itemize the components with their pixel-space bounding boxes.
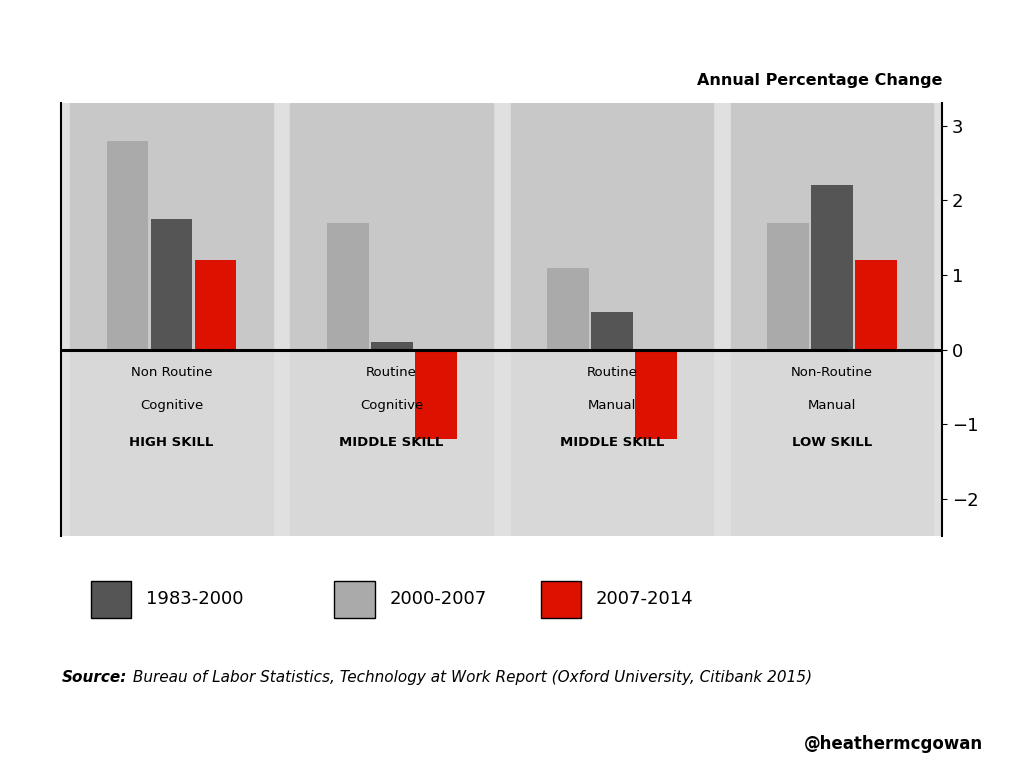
Bar: [327, 223, 369, 349]
Text: Source:: Source:: [61, 670, 127, 686]
Bar: [635, 349, 677, 439]
Bar: [195, 260, 237, 349]
Text: HIGH SKILL: HIGH SKILL: [129, 437, 214, 450]
Bar: [291, 103, 493, 349]
Bar: [511, 103, 713, 349]
Bar: [151, 219, 193, 349]
Bar: [767, 223, 809, 349]
Bar: [731, 349, 933, 536]
Text: MIDDLE SKILL: MIDDLE SKILL: [340, 437, 443, 450]
Bar: [731, 103, 933, 349]
Text: 1983-2000: 1983-2000: [146, 591, 244, 608]
Text: Cognitive: Cognitive: [360, 399, 423, 412]
Text: @heathermcgowan: @heathermcgowan: [804, 735, 983, 753]
Text: Non Routine: Non Routine: [131, 365, 212, 378]
FancyBboxPatch shape: [334, 581, 375, 617]
Text: Cognitive: Cognitive: [140, 399, 203, 412]
Bar: [547, 267, 589, 349]
Bar: [591, 313, 633, 349]
Bar: [511, 349, 713, 536]
FancyBboxPatch shape: [541, 581, 582, 617]
Bar: [106, 141, 148, 349]
Text: Routine: Routine: [367, 365, 417, 378]
Text: Bureau of Labor Statistics, Technology at Work Report (Oxford University, Citiba: Bureau of Labor Statistics, Technology a…: [128, 670, 812, 686]
Bar: [291, 349, 493, 536]
Text: Annual Percentage Change: Annual Percentage Change: [696, 74, 942, 88]
Text: Routine: Routine: [587, 365, 637, 378]
Text: LOW SKILL: LOW SKILL: [792, 437, 872, 450]
Bar: [71, 103, 272, 349]
Bar: [855, 260, 897, 349]
Text: Polarization of Job Growth (High Skill and Low Skill): Polarization of Job Growth (High Skill a…: [85, 26, 939, 54]
Bar: [415, 349, 457, 439]
Bar: [71, 349, 272, 536]
Text: MIDDLE SKILL: MIDDLE SKILL: [560, 437, 664, 450]
FancyBboxPatch shape: [91, 581, 131, 617]
Text: 2000-2007: 2000-2007: [389, 591, 486, 608]
Text: 2007-2014: 2007-2014: [596, 591, 693, 608]
Bar: [371, 342, 413, 349]
Bar: [811, 185, 853, 349]
Text: Manual: Manual: [588, 399, 636, 412]
Text: Manual: Manual: [808, 399, 856, 412]
Text: Non-Routine: Non-Routine: [791, 365, 873, 378]
